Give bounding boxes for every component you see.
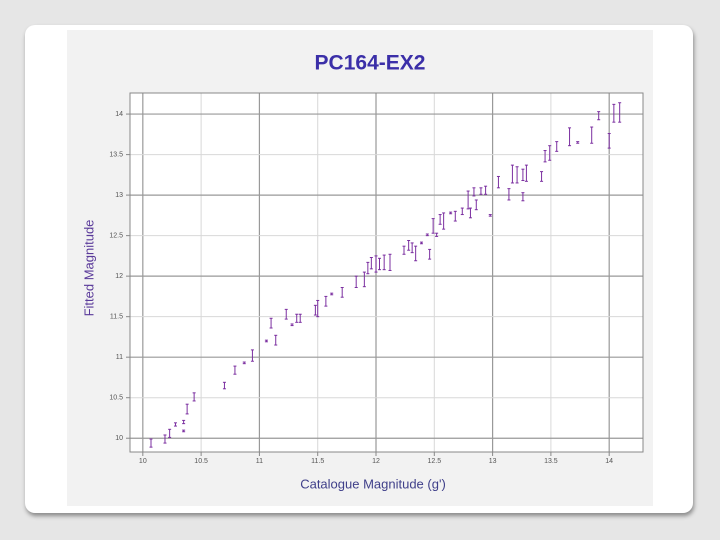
error-bar: [515, 166, 519, 184]
error-bar: [468, 207, 472, 219]
error-bar: [298, 313, 302, 323]
y-tick-label: 12.5: [109, 232, 123, 239]
error-bar: [378, 257, 382, 271]
error-bar: [555, 141, 559, 152]
error-bar: [182, 419, 186, 425]
x-tick-label: 13: [489, 458, 497, 465]
error-bar: [362, 271, 366, 288]
error-bar: [428, 248, 432, 260]
error-bar: [449, 211, 453, 215]
x-tick-label: 10.5: [194, 458, 208, 465]
x-axis-label: Catalogue Magnitude (g'): [300, 476, 446, 491]
error-bar: [402, 245, 406, 255]
error-bar: [442, 212, 446, 230]
error-bar: [410, 242, 414, 254]
error-bar: [568, 127, 572, 147]
error-bar: [466, 190, 470, 210]
error-bar: [290, 323, 294, 327]
error-bar: [419, 241, 423, 245]
y-tick-label: 14: [115, 111, 123, 118]
y-tick-label: 12: [115, 273, 123, 280]
error-bar: [316, 299, 320, 318]
error-bar: [425, 233, 429, 237]
error-bar: [313, 304, 317, 316]
error-bar: [435, 232, 439, 237]
y-tick-label: 10.5: [109, 395, 123, 402]
error-bar: [163, 434, 167, 444]
error-bar: [233, 365, 237, 375]
error-bar: [507, 188, 511, 201]
error-bar: [250, 349, 254, 362]
chart-title: PC164-EX2: [315, 52, 426, 75]
error-bar: [524, 164, 528, 182]
error-bar: [590, 126, 594, 144]
error-bar: [366, 261, 370, 275]
y-tick-label: 13.5: [109, 151, 123, 158]
error-bar: [431, 218, 435, 234]
error-bar: [374, 255, 378, 273]
y-axis-label: Fitted Magnitude: [81, 220, 96, 317]
error-bar: [168, 428, 172, 438]
error-bar: [479, 187, 483, 195]
x-tick-label: 12: [372, 458, 380, 465]
plot-area: [130, 93, 643, 452]
error-bar: [612, 103, 616, 123]
y-tick-label: 13: [115, 192, 123, 199]
y-tick-label: 11.5: [110, 314, 123, 321]
error-bar: [388, 253, 392, 271]
error-bar: [264, 339, 268, 343]
error-bar: [496, 175, 500, 189]
error-bar: [618, 102, 622, 123]
error-bar: [407, 239, 411, 251]
x-tick-label: 11.5: [311, 458, 324, 465]
error-bar: [548, 145, 552, 161]
error-bar: [607, 133, 611, 149]
error-bar: [543, 150, 547, 163]
x-tick-label: 12.5: [427, 458, 441, 465]
error-bar: [597, 111, 601, 121]
error-bar: [340, 286, 344, 298]
error-bar: [222, 381, 226, 390]
error-bar: [488, 214, 492, 217]
error-bar: [330, 292, 334, 296]
error-bar: [274, 334, 278, 346]
plot-border: [129, 92, 644, 453]
error-bar: [474, 199, 478, 211]
error-bar: [472, 187, 476, 197]
error-bar: [521, 192, 525, 202]
y-tick-label: 11: [116, 354, 123, 361]
error-bar: [284, 308, 288, 320]
x-tick-label: 13.5: [544, 458, 558, 465]
error-bar: [295, 313, 299, 323]
error-bar: [540, 171, 544, 182]
error-bar: [414, 245, 418, 262]
error-bar: [576, 141, 580, 144]
error-bar: [460, 207, 464, 216]
error-bar: [324, 295, 328, 307]
x-tick-label: 11: [256, 458, 263, 465]
error-bar: [369, 257, 373, 270]
error-bar: [521, 168, 525, 182]
x-tick-label: 10: [139, 458, 147, 465]
error-bar: [438, 214, 442, 225]
error-bar: [354, 275, 358, 288]
error-bar: [173, 422, 177, 427]
error-bar: [242, 361, 246, 365]
error-bar: [182, 429, 186, 433]
error-bar: [510, 164, 514, 184]
error-bar: [192, 392, 196, 402]
error-bar: [382, 254, 386, 271]
error-bar: [185, 403, 189, 415]
error-bar: [149, 438, 153, 448]
x-tick-label: 14: [605, 458, 613, 465]
error-bar: [453, 210, 457, 222]
error-bar: [269, 317, 273, 329]
error-bar: [484, 185, 488, 195]
y-tick-label: 10: [115, 435, 123, 442]
